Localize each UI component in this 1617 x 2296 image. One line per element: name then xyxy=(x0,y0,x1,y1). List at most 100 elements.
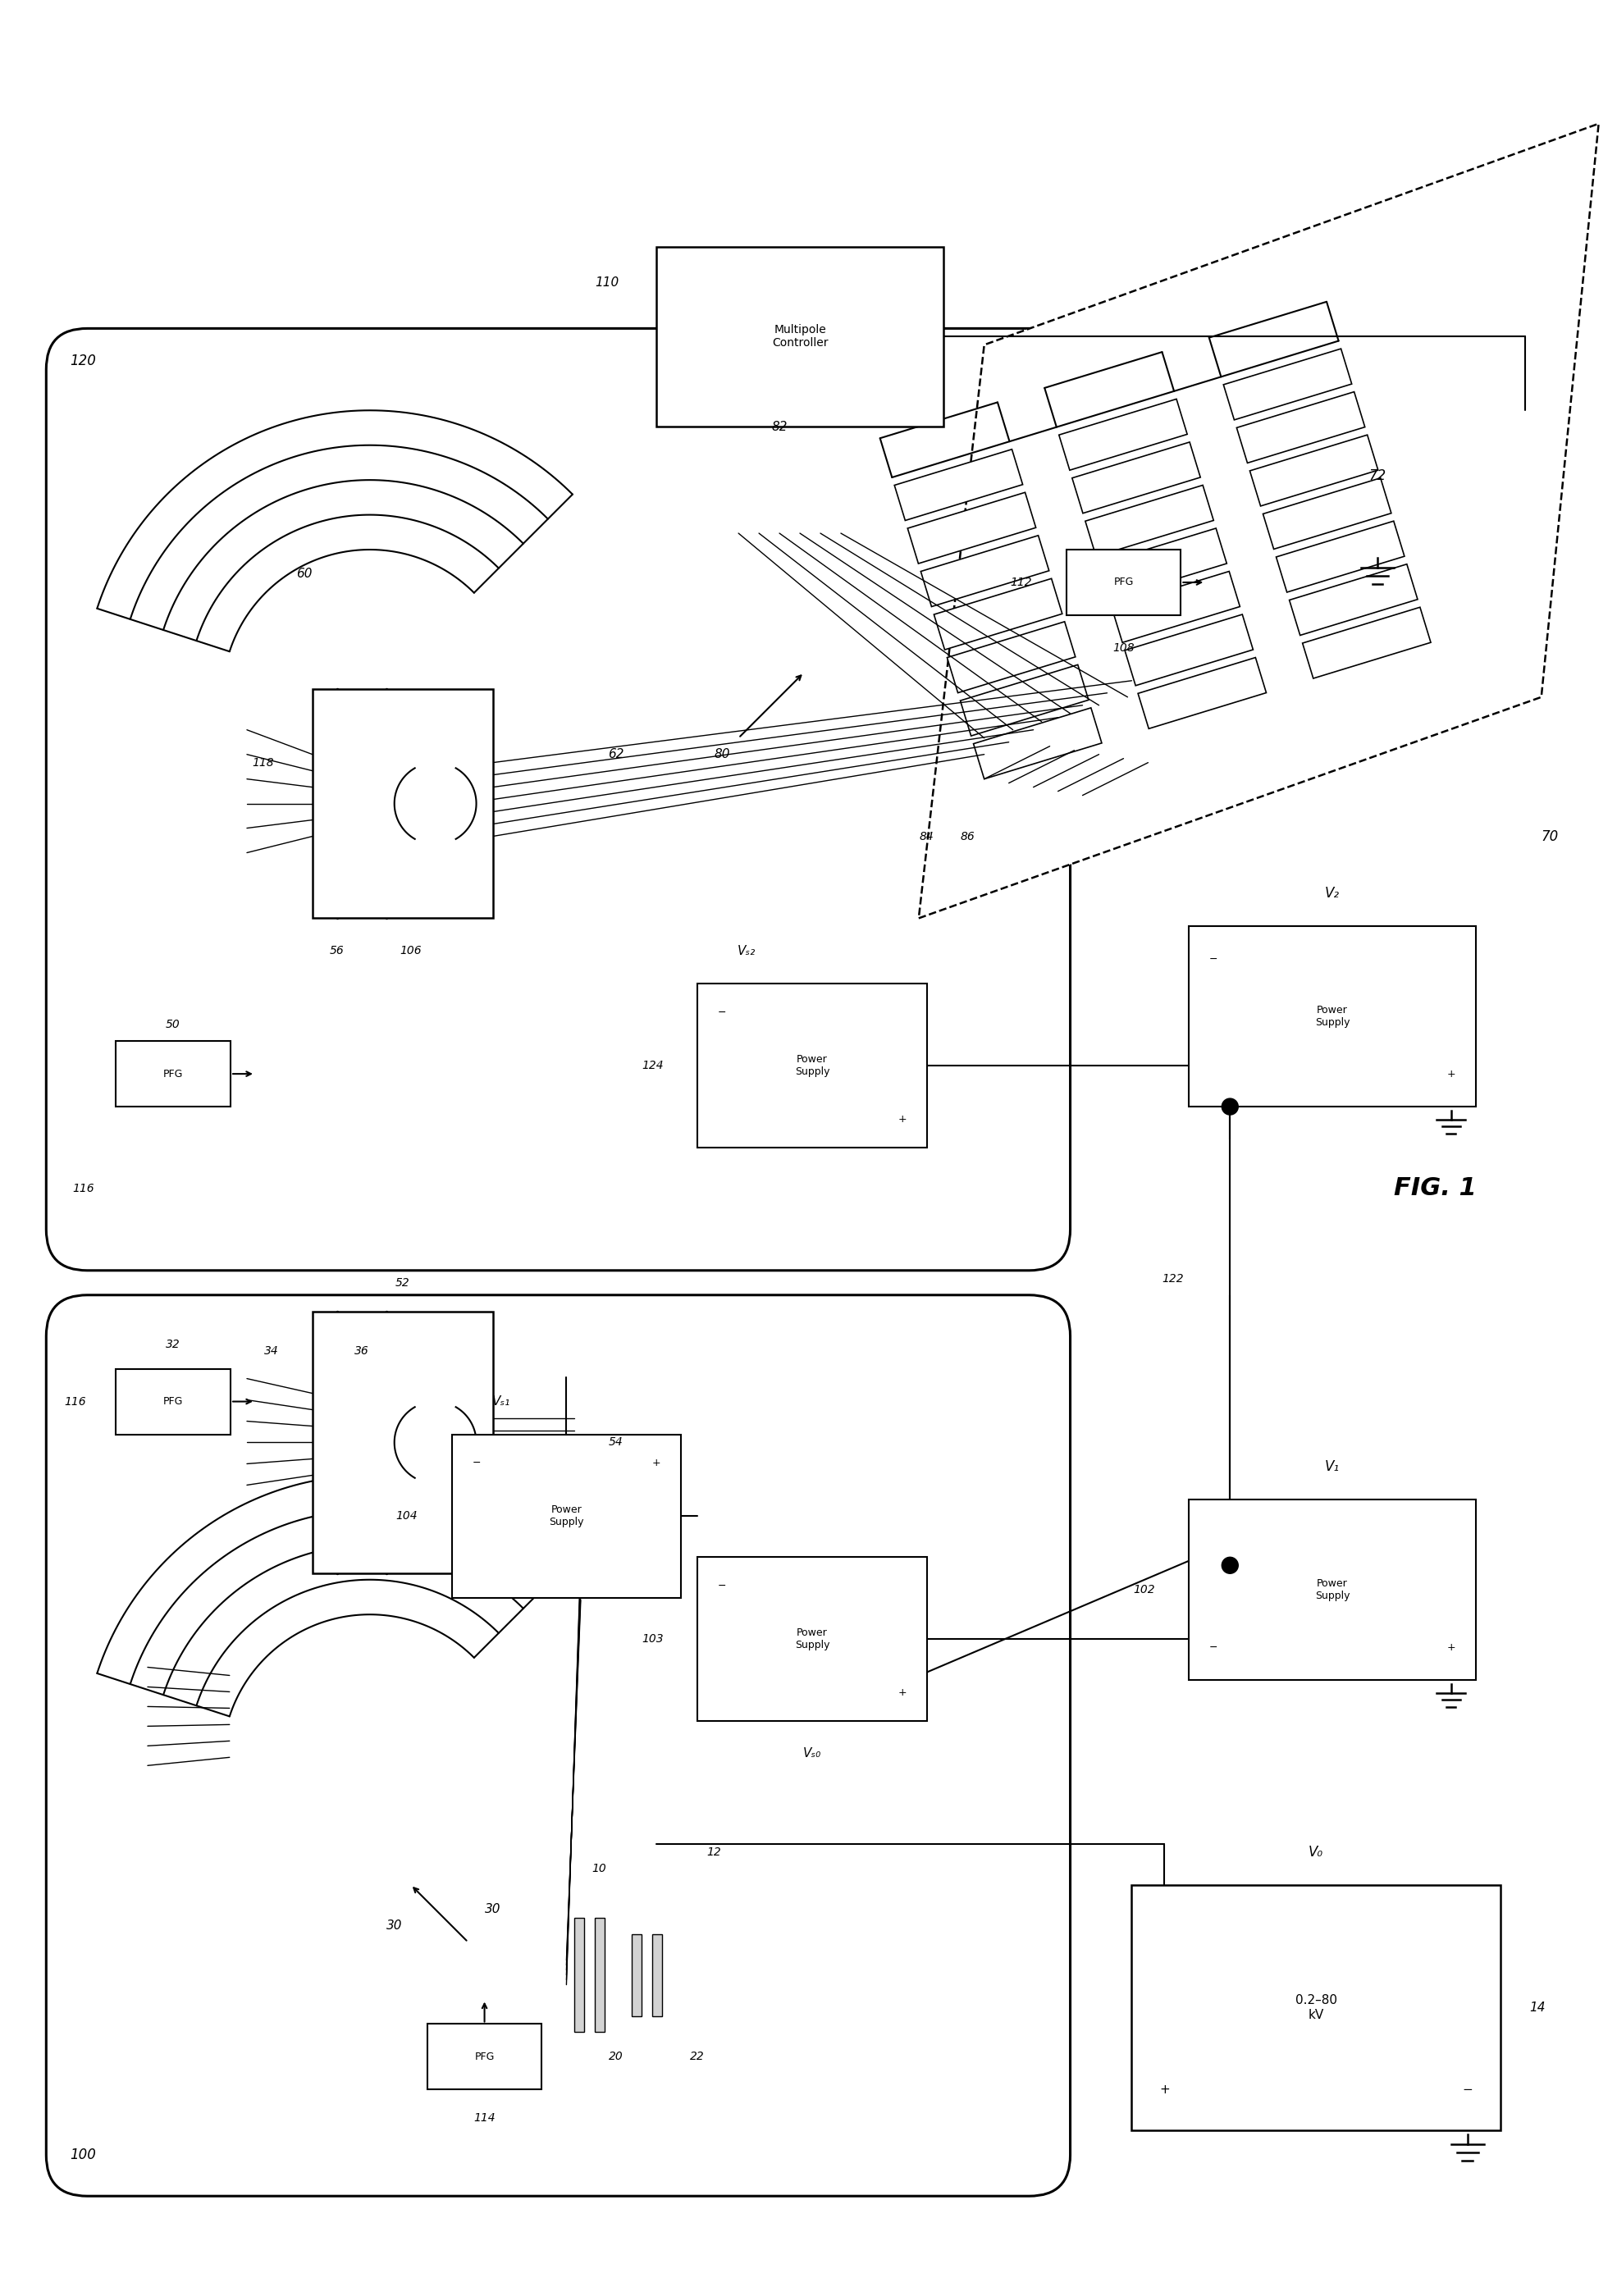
Text: Vₛ₁: Vₛ₁ xyxy=(492,1396,509,1407)
Polygon shape xyxy=(1098,528,1227,599)
Text: +: + xyxy=(1447,1642,1455,1653)
Bar xyxy=(1188,1499,1476,1681)
Text: +: + xyxy=(897,1114,907,1125)
Text: 116: 116 xyxy=(73,1182,94,1194)
Text: 100: 100 xyxy=(70,2147,95,2163)
Text: Power
Supply: Power Supply xyxy=(550,1504,584,1527)
Polygon shape xyxy=(973,707,1101,778)
Polygon shape xyxy=(1289,565,1418,636)
Polygon shape xyxy=(652,1933,663,2016)
Text: 118: 118 xyxy=(252,758,275,769)
Text: 106: 106 xyxy=(399,946,422,957)
Polygon shape xyxy=(920,535,1049,606)
Text: −: − xyxy=(1210,953,1218,964)
Text: 20: 20 xyxy=(608,2050,623,2062)
Text: 112: 112 xyxy=(1011,576,1032,588)
Text: 122: 122 xyxy=(1161,1272,1184,1283)
Polygon shape xyxy=(632,1933,642,2016)
Circle shape xyxy=(1222,1557,1239,1573)
Text: 0.2–80
kV: 0.2–80 kV xyxy=(1295,1995,1337,2020)
Bar xyxy=(657,246,943,427)
Text: 12: 12 xyxy=(707,1846,721,1857)
Bar xyxy=(427,2025,542,2089)
Text: Vₛ₂: Vₛ₂ xyxy=(737,946,755,957)
Text: V₁: V₁ xyxy=(1324,1460,1340,1474)
Polygon shape xyxy=(918,124,1599,918)
Polygon shape xyxy=(1138,657,1266,728)
Bar xyxy=(116,1368,231,1435)
Text: 50: 50 xyxy=(167,1019,181,1031)
Text: 102: 102 xyxy=(1134,1584,1155,1596)
Polygon shape xyxy=(1111,572,1240,643)
Polygon shape xyxy=(1276,521,1405,592)
Polygon shape xyxy=(1237,393,1365,464)
Text: 108: 108 xyxy=(1112,643,1135,654)
Text: Multipole
Controller: Multipole Controller xyxy=(771,324,828,349)
Polygon shape xyxy=(1059,400,1187,471)
Polygon shape xyxy=(1250,434,1378,505)
Text: PFG: PFG xyxy=(1114,576,1134,588)
Text: −: − xyxy=(718,1580,726,1591)
Text: Power
Supply: Power Supply xyxy=(1315,1006,1350,1029)
Bar xyxy=(312,689,493,918)
Text: 56: 56 xyxy=(330,946,344,957)
Polygon shape xyxy=(574,1917,584,2032)
Text: 32: 32 xyxy=(167,1339,181,1350)
Text: 72: 72 xyxy=(1368,468,1386,482)
Text: 116: 116 xyxy=(65,1396,86,1407)
Text: PFG: PFG xyxy=(163,1396,183,1407)
Text: +: + xyxy=(1159,2082,1169,2096)
Polygon shape xyxy=(960,666,1088,737)
Text: −: − xyxy=(718,1008,726,1017)
Text: 54: 54 xyxy=(608,1437,623,1449)
Text: 30: 30 xyxy=(386,1919,403,1931)
Polygon shape xyxy=(894,450,1022,521)
Text: 52: 52 xyxy=(395,1277,409,1288)
Text: 104: 104 xyxy=(396,1511,417,1522)
Text: 82: 82 xyxy=(771,420,787,434)
Text: V₂: V₂ xyxy=(1324,886,1340,900)
Text: 30: 30 xyxy=(485,1903,501,1915)
Text: FIG. 1: FIG. 1 xyxy=(1394,1176,1476,1201)
Text: 80: 80 xyxy=(715,748,729,760)
FancyBboxPatch shape xyxy=(47,1295,1070,2195)
Polygon shape xyxy=(1125,615,1253,687)
Bar xyxy=(116,1040,231,1107)
Text: 110: 110 xyxy=(595,276,619,289)
Text: V₀: V₀ xyxy=(1308,1844,1323,1860)
Text: Power
Supply: Power Supply xyxy=(794,1054,830,1077)
Bar xyxy=(1066,549,1180,615)
Bar xyxy=(451,1435,681,1598)
Text: 84: 84 xyxy=(920,831,935,843)
Text: +: + xyxy=(652,1458,661,1467)
Text: Power
Supply: Power Supply xyxy=(794,1628,830,1651)
Text: 34: 34 xyxy=(264,1345,278,1357)
Text: −: − xyxy=(1462,2082,1473,2096)
Bar xyxy=(312,1311,493,1573)
Text: 10: 10 xyxy=(592,1862,606,1874)
Polygon shape xyxy=(1224,349,1352,420)
Polygon shape xyxy=(1072,443,1200,514)
Text: 36: 36 xyxy=(354,1345,369,1357)
Text: PFG: PFG xyxy=(474,2053,495,2062)
Text: 62: 62 xyxy=(608,748,624,760)
Text: 86: 86 xyxy=(960,831,975,843)
Text: 22: 22 xyxy=(690,2050,705,2062)
Bar xyxy=(697,983,927,1148)
Text: 114: 114 xyxy=(474,2112,495,2124)
Polygon shape xyxy=(1085,484,1214,556)
Circle shape xyxy=(1222,1097,1239,1116)
Text: 60: 60 xyxy=(296,567,312,581)
Bar xyxy=(1188,925,1476,1107)
Text: 14: 14 xyxy=(1530,2002,1546,2014)
Polygon shape xyxy=(595,1917,605,2032)
Text: −: − xyxy=(472,1458,480,1467)
Text: Power
Supply: Power Supply xyxy=(1315,1577,1350,1600)
Text: 124: 124 xyxy=(642,1061,663,1072)
Polygon shape xyxy=(948,622,1075,693)
Polygon shape xyxy=(1303,606,1431,677)
Bar xyxy=(1132,1885,1501,2131)
Polygon shape xyxy=(1263,478,1391,549)
Polygon shape xyxy=(935,579,1062,650)
Text: 70: 70 xyxy=(1541,829,1559,843)
